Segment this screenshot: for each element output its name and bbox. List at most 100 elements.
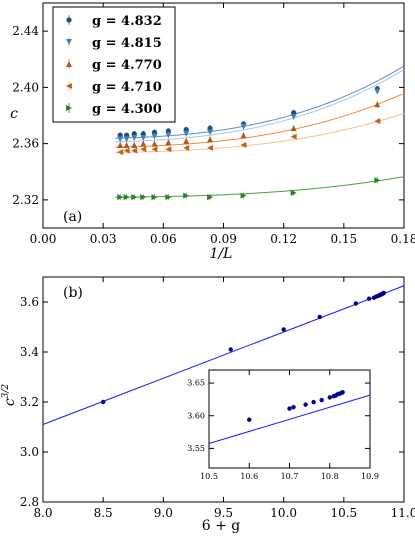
data-point <box>366 296 372 301</box>
panel-b-x-tick-label: 9.0 <box>154 506 173 520</box>
inset-data-point <box>327 395 332 400</box>
panel-b-y-ticks: 2.8 3.0 3.2 3.4 3.6 <box>20 295 404 509</box>
panel-b-y-tick-label: 3.2 <box>20 395 39 409</box>
data-point <box>290 113 297 120</box>
data-point <box>100 399 106 405</box>
panel-b: 8.0 8.5 9.0 9.5 10.0 10.5 11.0 2.8 3.0 3.2 3.4 3.6… <box>1 276 415 534</box>
panel-a-y-ticks: 2.32 2.36 2.40 2.44 <box>12 24 404 207</box>
data-point <box>183 137 190 144</box>
data-point <box>165 132 172 139</box>
data-point <box>131 194 138 201</box>
panel-b-data-points <box>100 290 386 405</box>
fit-curve-3 <box>115 112 405 153</box>
data-point <box>374 88 381 95</box>
data-point <box>183 192 190 199</box>
panel-a-x-tick-label: 0.00 <box>30 232 57 246</box>
panel-a-x-tick-label: 0.09 <box>210 232 237 246</box>
data-point <box>151 140 158 147</box>
fit-curve-4 <box>115 176 405 198</box>
data-point <box>374 177 381 184</box>
panel-a-y-axis-label: c <box>10 106 18 122</box>
data-point <box>381 290 386 296</box>
data-point <box>374 101 381 108</box>
legend-box <box>52 6 176 123</box>
data-point <box>123 194 130 201</box>
panel-a: 0.00 0.03 0.06 0.09 0.12 0.15 0.18 2.32 2.36 2.4… <box>10 2 415 262</box>
data-point <box>183 144 190 151</box>
legend-label: g = 4.770 <box>92 58 162 73</box>
panel-b-x-tick-label: 8.5 <box>94 506 113 520</box>
panel-a-x-tick-label: 0.18 <box>391 232 415 246</box>
data-point <box>131 135 138 141</box>
panel-b-y-tick-label: 3.0 <box>20 445 39 459</box>
data-point <box>151 146 158 153</box>
data-point <box>281 327 286 332</box>
inset-x-tick-label: 10.8 <box>321 472 339 481</box>
panel-a-y-tick-label: 2.36 <box>12 137 39 151</box>
panel-b-y-axis-label: c3/2 <box>1 384 18 407</box>
legend-marker <box>66 61 72 67</box>
panel-b-y-tick-label: 3.6 <box>20 295 39 309</box>
fit-curve-1 <box>115 69 405 143</box>
inset-data-point <box>303 402 308 407</box>
panel-a-x-tick-label: 0.06 <box>150 232 177 246</box>
data-point <box>131 147 138 154</box>
data-point <box>207 194 214 201</box>
data-point <box>140 194 147 201</box>
data-point <box>151 194 158 201</box>
panel-b-x-tick-label: 9.5 <box>214 506 233 520</box>
data-point <box>117 136 124 143</box>
data-point <box>151 133 158 140</box>
data-point <box>353 301 359 306</box>
legend-label: g = 4.832 <box>92 14 162 29</box>
panel-a-legend: g = 4.832 g = 4.815 g = 4.770 g = 4.710 g = … <box>52 6 176 123</box>
panel-b-y-tick-label: 2.8 <box>20 495 39 509</box>
data-point <box>140 140 147 147</box>
data-point <box>207 136 214 143</box>
panel-a-x-axis-label: 1/L <box>210 246 233 262</box>
legend-marker <box>66 17 72 23</box>
legend-label: g = 4.710 <box>92 80 162 95</box>
data-point <box>131 142 138 149</box>
data-point <box>290 133 297 140</box>
data-point <box>290 125 297 132</box>
fit-curve-0 <box>115 65 405 139</box>
data-point <box>183 130 190 137</box>
data-point <box>123 136 130 143</box>
fit-curve-2 <box>115 92 405 148</box>
data-point <box>290 189 297 196</box>
data-point <box>207 144 214 151</box>
inset-x-ticks: 10.5 10.6 10.7 10.8 10.9 <box>200 370 379 481</box>
data-point <box>165 139 172 146</box>
inset-x-tick-label: 10.9 <box>361 472 379 481</box>
legend-label: g = 4.815 <box>92 36 162 51</box>
panel-a-x-tick-label: 0.12 <box>270 232 297 246</box>
data-point <box>117 142 124 149</box>
panel-b-x-tick-label: 10.0 <box>270 506 297 520</box>
inset-y-tick-label: 3.65 <box>187 379 205 388</box>
data-point <box>117 194 124 201</box>
panel-b-inset: 10.5 10.6 10.7 10.8 10.9 3.55 3.60 3.65 <box>187 369 379 481</box>
inset-data-points <box>247 390 345 422</box>
inset-data-point <box>287 406 292 411</box>
panel-a-data-points <box>117 85 381 201</box>
data-point <box>165 194 172 201</box>
panel-a-x-tick-label: 0.15 <box>330 232 357 246</box>
panel-a-x-ticks: 0.00 0.03 0.06 0.09 0.12 0.15 0.18 <box>30 3 415 246</box>
legend-marker <box>66 83 72 89</box>
inset-x-tick-label: 10.5 <box>200 472 218 481</box>
data-point <box>207 129 214 136</box>
panel-b-x-axis-label: 6 + g <box>202 518 241 534</box>
panel-a-fit-curves <box>115 65 405 198</box>
data-point <box>240 132 247 139</box>
data-point <box>123 142 130 149</box>
legend-label: g = 4.300 <box>92 102 162 117</box>
data-point <box>117 149 124 156</box>
inset-x-tick-label: 10.6 <box>240 472 258 481</box>
panel-a-y-tick-label: 2.44 <box>12 24 39 38</box>
data-point <box>140 146 147 153</box>
panel-a-y-tick-label: 2.32 <box>12 193 39 207</box>
panel-a-x-tick-label: 0.03 <box>90 232 117 246</box>
data-point <box>240 123 247 130</box>
data-point <box>140 135 147 141</box>
